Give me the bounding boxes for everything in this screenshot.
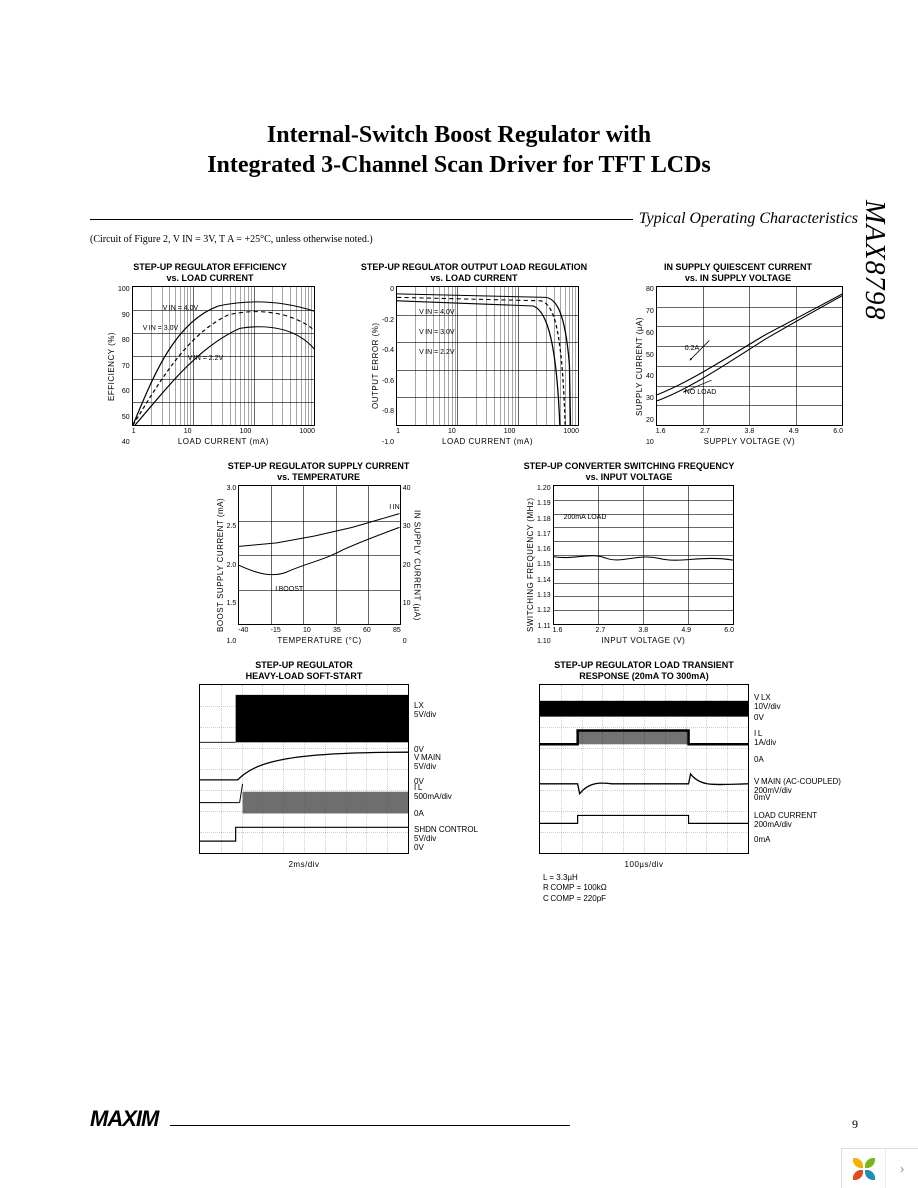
- chart-switching-freq: STEP-UP CONVERTER SWITCHING FREQUENCYvs.…: [524, 460, 735, 645]
- y-ticks: 0-0.2-0.4-0.6-0.8-1.0: [382, 286, 396, 446]
- scope-timebase: 2ms/div: [288, 860, 319, 869]
- maxim-logo: MAXIM: [90, 1106, 158, 1132]
- chart-annotation: V IN = 4.0V: [163, 305, 198, 312]
- scope-screen: [539, 684, 749, 854]
- y-axis-label: SUPPLY CURRENT (µA): [633, 286, 646, 446]
- chart-annotation: I IN: [389, 504, 399, 511]
- chart-title: STEP-UP REGULATOR OUTPUT LOAD REGULATION…: [361, 261, 587, 283]
- scope-trace-labels: V LX10V/div0VI L1A/div0AV MAIN (AC-COUPL…: [754, 684, 859, 854]
- test-conditions: (Circuit of Figure 2, V IN = 3V, T A = +…: [90, 234, 858, 245]
- horizontal-rule: [90, 219, 633, 220]
- y-axis-label: BOOST SUPPLY CURRENT (mA): [214, 485, 227, 645]
- y-ticks: 8070605040302010: [646, 286, 656, 446]
- part-number-sidebar: MAX8798: [858, 200, 890, 321]
- chart-annotation: NO LOAD: [685, 389, 717, 396]
- section-header-row: Typical Operating Characteristics: [90, 210, 858, 228]
- y-axis-label: OUTPUT ERROR (%): [369, 286, 382, 446]
- plot-area: V IN = 4.0V V IN = 3.0V V IN = 2.2V: [132, 286, 315, 426]
- scope-screen: [199, 684, 409, 854]
- y-ticks: 100908070605040: [118, 286, 132, 446]
- chart-annotation: V IN = 2.2V: [419, 349, 454, 356]
- x-ticks: 1101001000: [396, 426, 579, 435]
- plot-area: I IN I BOOST: [238, 485, 400, 625]
- chart-annotation: I BOOST: [275, 586, 303, 593]
- chart-annotation: 200mA LOAD: [564, 514, 607, 521]
- plot-area: 200mA LOAD: [553, 485, 734, 625]
- x-axis-label: LOAD CURRENT (mA): [396, 437, 579, 446]
- chart-annotation: V IN = 3.0V: [419, 329, 454, 336]
- chart-quiescent: IN SUPPLY QUIESCENT CURRENTvs. IN SUPPLY…: [618, 261, 858, 446]
- chart-row-1: STEP-UP REGULATOR EFFICIENCYvs. LOAD CUR…: [90, 261, 858, 446]
- chart-row-2: STEP-UP REGULATOR SUPPLY CURRENTvs. TEMP…: [90, 460, 858, 645]
- y-ticks: 1.201.191.181.171.161.151.141.131.121.11…: [537, 485, 553, 645]
- plot-area: V IN = 4.0V V IN = 3.0V V IN = 2.2V: [396, 286, 579, 426]
- y-axis-label: SWITCHING FREQUENCY (MHz): [524, 485, 537, 645]
- scope-load-transient: STEP-UP REGULATOR LOAD TRANSIENTRESPONSE…: [539, 659, 749, 904]
- y-axis-label-right: IN SUPPLY CURRENT (µA): [411, 485, 424, 645]
- page-number: 9: [852, 1117, 858, 1132]
- x-axis-label: SUPPLY VOLTAGE (V): [656, 437, 843, 446]
- page-footer: MAXIM 9: [90, 1106, 858, 1132]
- x-axis-label: LOAD CURRENT (mA): [132, 437, 315, 446]
- x-axis-label: TEMPERATURE (°C): [238, 636, 400, 645]
- scope-trace-labels: LX5V/div0VV MAIN5V/div0VI L500mA/div0ASH…: [414, 684, 519, 854]
- scope-timebase: 100µs/div: [625, 860, 664, 869]
- chart-title: STEP-UP REGULATOR LOAD TRANSIENTRESPONSE…: [554, 659, 734, 681]
- corner-nav: ›: [841, 1148, 918, 1188]
- x-axis-label: INPUT VOLTAGE (V): [553, 636, 734, 645]
- chart-title: STEP-UP CONVERTER SWITCHING FREQUENCYvs.…: [524, 460, 735, 482]
- chart-supply-temp: STEP-UP REGULATOR SUPPLY CURRENTvs. TEMP…: [214, 460, 424, 645]
- y-axis-label: EFFICIENCY (%): [105, 286, 118, 446]
- y-ticks: 3.02.52.01.51.0: [227, 485, 239, 645]
- chart-efficiency: STEP-UP REGULATOR EFFICIENCYvs. LOAD CUR…: [90, 261, 330, 446]
- chart-annotation: V IN = 2.2V: [188, 355, 223, 362]
- title-line-1: Internal-Switch Boost Regulator with: [267, 122, 651, 148]
- next-page-button[interactable]: ›: [886, 1149, 918, 1188]
- scope-soft-start: STEP-UP REGULATORHEAVY-LOAD SOFT-STARTLX…: [199, 659, 409, 904]
- x-ticks: -40-1510356085: [238, 625, 400, 634]
- chart-annotation: V IN = 3.0V: [143, 325, 178, 332]
- title-line-2: Integrated 3-Channel Scan Driver for TFT…: [207, 152, 711, 178]
- chart-annotation: 0.2A: [685, 345, 699, 352]
- x-ticks: 1.62.73.84.96.0: [553, 625, 734, 634]
- chart-title: IN SUPPLY QUIESCENT CURRENTvs. IN SUPPLY…: [664, 261, 812, 283]
- chart-title: STEP-UP REGULATORHEAVY-LOAD SOFT-START: [246, 659, 363, 681]
- x-ticks: 1.62.73.84.96.0: [656, 426, 843, 435]
- pinwheel-icon[interactable]: [842, 1149, 886, 1188]
- chart-annotation: V IN = 4.0V: [419, 309, 454, 316]
- plot-area: 0.2A NO LOAD: [656, 286, 843, 426]
- scope-notes: L = 3.3µHR COMP = 100kΩC COMP = 220pF: [543, 873, 607, 904]
- footer-rule: [170, 1125, 570, 1126]
- chart-title: STEP-UP REGULATOR SUPPLY CURRENTvs. TEMP…: [228, 460, 410, 482]
- chart-row-3: STEP-UP REGULATORHEAVY-LOAD SOFT-START LX…: [90, 659, 858, 904]
- chart-title: STEP-UP REGULATOR EFFICIENCYvs. LOAD CUR…: [133, 261, 287, 283]
- x-ticks: 1101001000: [132, 426, 315, 435]
- y-ticks-right: 403020100: [401, 485, 411, 645]
- section-header: Typical Operating Characteristics: [639, 210, 858, 228]
- document-title: Internal-Switch Boost Regulator with Int…: [90, 120, 858, 180]
- chart-load-regulation: STEP-UP REGULATOR OUTPUT LOAD REGULATION…: [354, 261, 594, 446]
